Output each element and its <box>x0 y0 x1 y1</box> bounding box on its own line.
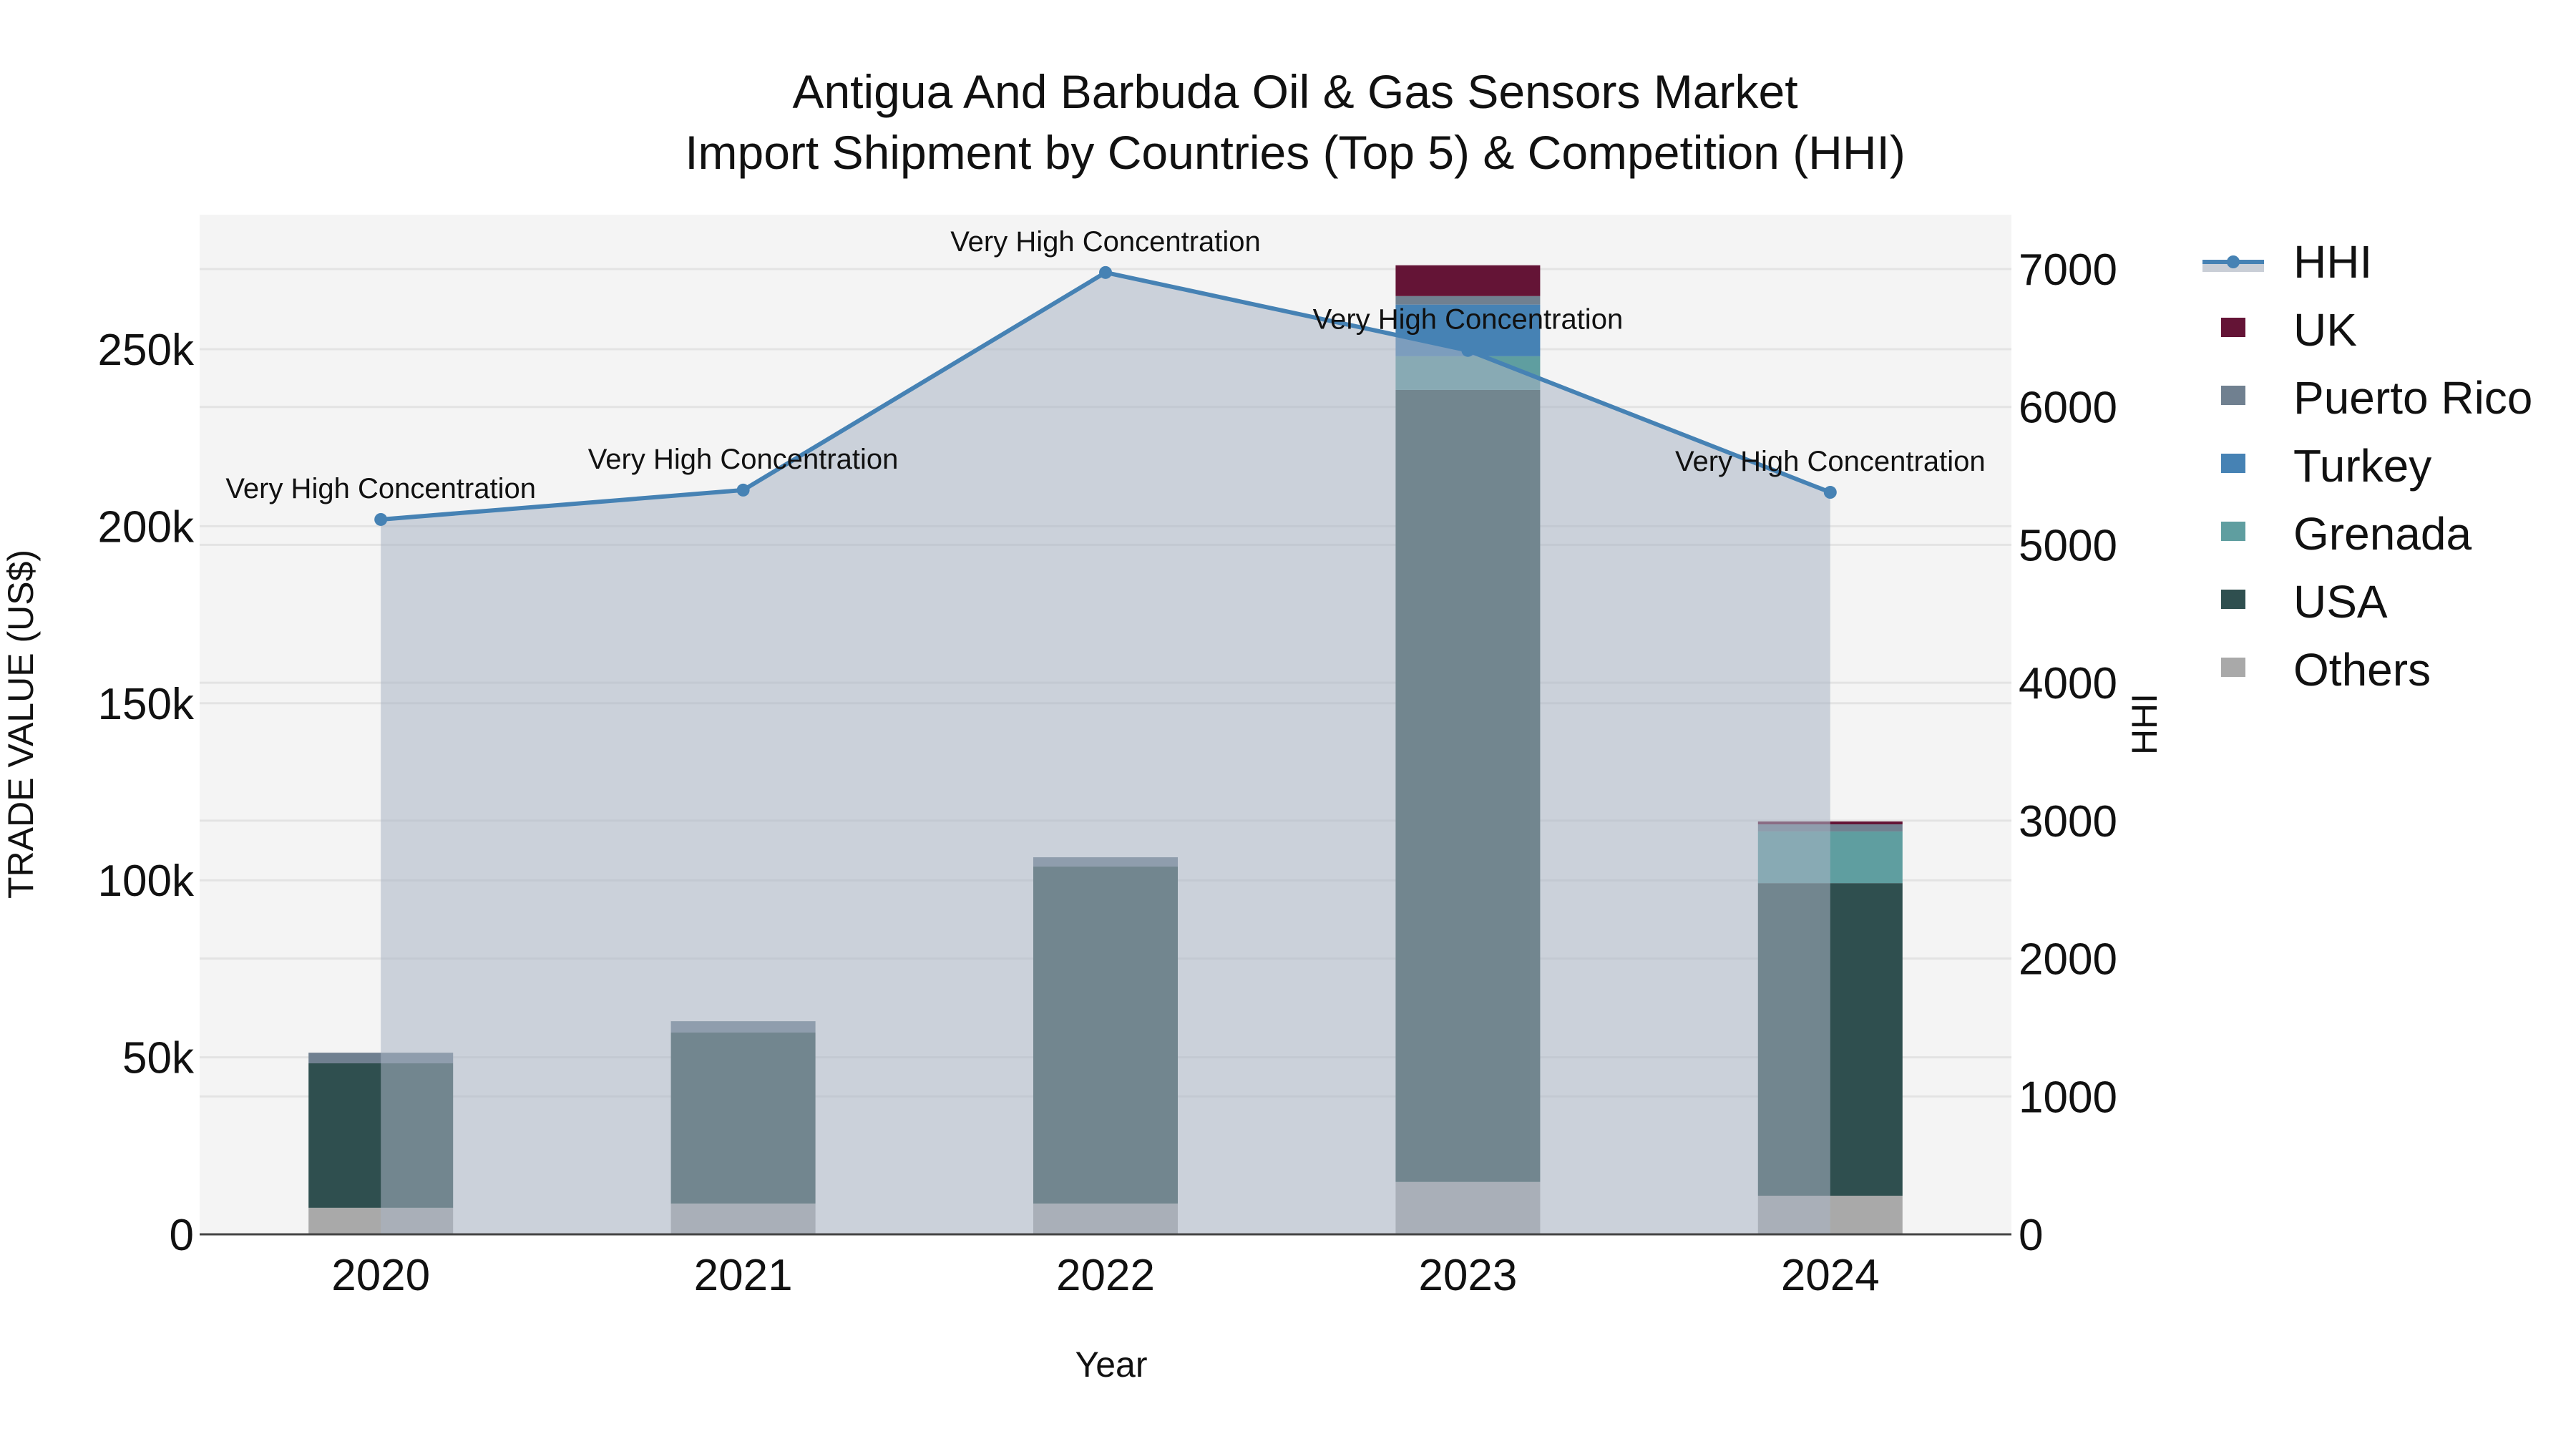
bar-segment-uk[interactable] <box>1395 265 1541 296</box>
x-tick-label-2020: 2020 <box>331 1251 430 1300</box>
chart-title-line1: Antigua And Barbuda Oil & Gas Sensors Ma… <box>792 65 1797 118</box>
y-axis-left-title: TRADE VALUE (US$) <box>1 550 41 899</box>
hhi-annotations: Very High Concentration Very High Concent… <box>225 226 1985 504</box>
y-left-tick-label: 50k <box>122 1034 195 1083</box>
x-axis-ticks: 2020 2021 2022 2023 2024 <box>331 1251 1880 1300</box>
x-tick-label-2021: 2021 <box>694 1251 793 1300</box>
y-axis-right-ticks: 0 1000 2000 3000 4000 5000 6000 7000 <box>2019 245 2117 1260</box>
y-right-tick-label: 1000 <box>2019 1073 2117 1122</box>
hhi-legend-marker-icon <box>2227 255 2240 268</box>
hhi-line[interactable] <box>374 265 1837 526</box>
hhi-point-2020[interactable] <box>374 512 388 526</box>
legend-swatch-icon <box>2221 318 2245 337</box>
y-left-tick-label: 100k <box>98 857 195 906</box>
x-tick-label-2024: 2024 <box>1781 1251 1880 1300</box>
x-tick-label-2022: 2022 <box>1056 1251 1155 1300</box>
y-right-tick-label: 0 <box>2019 1211 2043 1260</box>
hhi-point-2023[interactable] <box>1461 343 1475 357</box>
hhi-annotation-2021: Very High Concentration <box>588 444 899 475</box>
legend-item-others[interactable]: Others <box>2221 644 2431 696</box>
legend-item-usa[interactable]: USA <box>2221 576 2388 628</box>
y-left-tick-label: 0 <box>170 1211 194 1260</box>
legend-label: Grenada <box>2293 508 2472 560</box>
legend-label: Turkey <box>2293 440 2431 492</box>
hhi-annotation-2022: Very High Concentration <box>950 226 1261 258</box>
legend-swatch-icon <box>2221 522 2245 541</box>
legend: HHI UK Puerto Rico Turkey Grenada USA Others <box>2202 236 2532 696</box>
y-right-tick-label: 3000 <box>2019 797 2117 847</box>
bar-segment-puerto-rico[interactable] <box>1395 296 1541 305</box>
y-right-tick-label: 6000 <box>2019 384 2117 433</box>
x-tick-label-2023: 2023 <box>1418 1251 1517 1300</box>
legend-swatch-icon <box>2221 658 2245 677</box>
hhi-area-fill <box>381 272 1830 1234</box>
legend-label: HHI <box>2293 236 2372 288</box>
hhi-annotation-2020: Very High Concentration <box>225 473 536 504</box>
legend-label: USA <box>2293 576 2388 628</box>
y-axis-left-ticks: 0 50k 100k 150k 200k 250k <box>98 326 195 1260</box>
legend-item-uk[interactable]: UK <box>2221 304 2357 356</box>
legend-label: Puerto Rico <box>2293 372 2532 424</box>
y-left-tick-label: 150k <box>98 680 195 729</box>
x-axis-title: Year <box>1075 1345 1147 1385</box>
legend-item-turkey[interactable]: Turkey <box>2221 440 2431 492</box>
hhi-point-2024[interactable] <box>1823 486 1837 499</box>
y-left-tick-label: 200k <box>98 502 195 552</box>
hhi-point-2022[interactable] <box>1099 265 1112 279</box>
hhi-annotation-2024: Very High Concentration <box>1675 446 1986 477</box>
legend-item-grenada[interactable]: Grenada <box>2221 508 2472 560</box>
y-right-tick-label: 5000 <box>2019 521 2117 570</box>
y-right-tick-label: 4000 <box>2019 659 2117 708</box>
legend-swatch-icon <box>2221 386 2245 405</box>
legend-label: Others <box>2293 644 2431 696</box>
hhi-annotation-2023: Very High Concentration <box>1313 304 1624 336</box>
hhi-point-2021[interactable] <box>736 483 750 497</box>
chart-title-line2: Import Shipment by Countries (Top 5) & C… <box>685 126 1906 179</box>
legend-item-hhi[interactable]: HHI <box>2202 236 2372 288</box>
y-right-tick-label: 2000 <box>2019 935 2117 985</box>
y-right-tick-label: 7000 <box>2019 245 2117 295</box>
y-left-tick-label: 250k <box>98 326 195 375</box>
hhi-area <box>381 272 1830 1234</box>
legend-swatch-icon <box>2221 454 2245 473</box>
y-axis-right-title: HHI <box>2124 693 2165 755</box>
legend-label: UK <box>2293 304 2357 356</box>
legend-swatch-icon <box>2221 590 2245 609</box>
legend-item-puerto-rico[interactable]: Puerto Rico <box>2221 372 2532 424</box>
